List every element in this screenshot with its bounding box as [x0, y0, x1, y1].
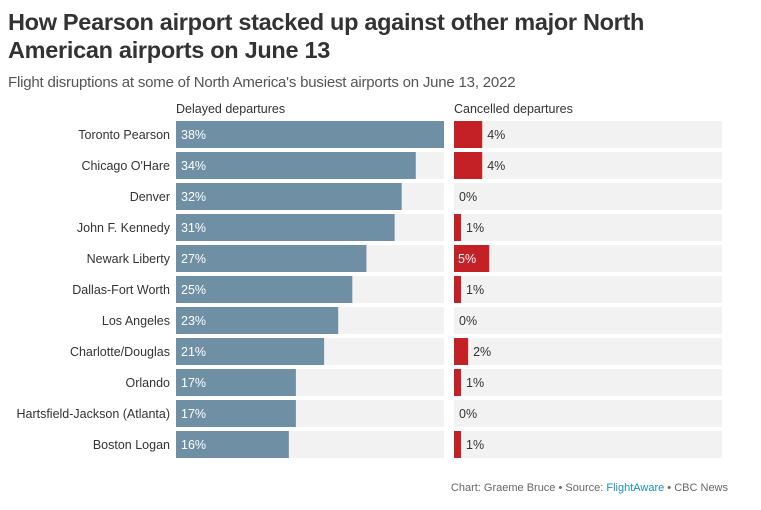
cancelled-value-label: 0% — [459, 407, 477, 421]
chart-footer: Chart: Graeme Bruce • Source: FlightAwar… — [451, 482, 728, 494]
delayed-value-label: 34% — [181, 159, 206, 173]
category-label: Boston Logan — [93, 438, 170, 452]
cancelled-track — [454, 183, 722, 210]
cancelled-value-label: 1% — [466, 376, 484, 390]
delayed-value-label: 31% — [181, 221, 206, 235]
cancelled-value-label: 4% — [487, 159, 505, 173]
cancelled-track — [454, 214, 722, 241]
delayed-bar — [176, 183, 402, 210]
category-label: Denver — [130, 190, 170, 204]
cancelled-track — [454, 121, 722, 148]
delayed-bar — [176, 245, 367, 272]
category-label: Chicago O'Hare — [81, 159, 170, 173]
cancelled-value-label: 4% — [487, 128, 505, 142]
delayed-value-label: 32% — [181, 190, 206, 204]
delayed-bar — [176, 214, 395, 241]
category-label: Hartsfield-Jackson (Atlanta) — [16, 407, 170, 421]
cancelled-bar — [454, 121, 483, 148]
delayed-value-label: 17% — [181, 407, 206, 421]
cancelled-bar — [454, 245, 490, 272]
cancelled-bar — [454, 214, 462, 241]
delayed-value-label: 17% — [181, 376, 206, 390]
category-label: Toronto Pearson — [78, 128, 170, 142]
delayed-bar — [176, 431, 289, 458]
cancelled-track — [454, 276, 722, 303]
category-label: Los Angeles — [102, 314, 170, 328]
credit-text: Chart: Graeme Bruce • Source: — [450, 482, 607, 494]
delayed-value-label: 27% — [181, 252, 206, 266]
delayed-bar — [176, 276, 353, 303]
cancelled-track — [454, 431, 722, 458]
category-label: Newark Liberty — [87, 252, 171, 266]
cancelled-value-label: 5% — [458, 252, 476, 266]
delayed-bar — [176, 152, 416, 179]
delayed-bar — [176, 338, 325, 365]
cancelled-track — [454, 400, 722, 427]
cancelled-bar — [454, 152, 483, 179]
delayed-value-label: 16% — [181, 438, 206, 452]
category-label: Dallas-Fort Worth — [72, 283, 170, 297]
delayed-value-label: 25% — [181, 283, 206, 297]
cancelled-value-label: 1% — [466, 221, 484, 235]
delayed-value-label: 38% — [181, 128, 206, 142]
cancelled-value-label: 0% — [459, 190, 477, 204]
cancelled-track — [454, 152, 722, 179]
cancelled-bar — [454, 369, 462, 396]
cancelled-track — [454, 307, 722, 334]
publisher-text: • CBC News — [664, 482, 728, 494]
delayed-bar — [176, 400, 296, 427]
cancelled-bar — [454, 338, 469, 365]
cancelled-track — [454, 338, 722, 365]
cancelled-value-label: 1% — [466, 438, 484, 452]
category-label: Orlando — [126, 376, 171, 390]
delayed-value-label: 21% — [181, 345, 206, 359]
cancelled-panel-label: Cancelled departures — [454, 102, 573, 116]
category-label: Charlotte/Douglas — [70, 345, 170, 359]
delayed-bar — [176, 369, 296, 396]
category-label: John F. Kennedy — [77, 221, 171, 235]
chart-title: How Pearson airport stacked up against o… — [8, 9, 645, 63]
cancelled-value-label: 0% — [459, 314, 477, 328]
cancelled-value-label: 2% — [473, 345, 491, 359]
delayed-value-label: 23% — [181, 314, 206, 328]
cancelled-track — [454, 369, 722, 396]
cancelled-track — [454, 245, 722, 272]
delayed-bar — [176, 307, 339, 334]
cancelled-value-label: 1% — [466, 283, 484, 297]
delayed-panel-label: Delayed departures — [176, 102, 286, 116]
delayed-bar — [176, 121, 444, 148]
cancelled-bar — [454, 431, 462, 458]
cancelled-bar — [454, 276, 462, 303]
source-link[interactable]: FlightAware — [606, 482, 665, 494]
chart-subtitle: Flight disruptions at some of North Amer… — [8, 74, 516, 91]
